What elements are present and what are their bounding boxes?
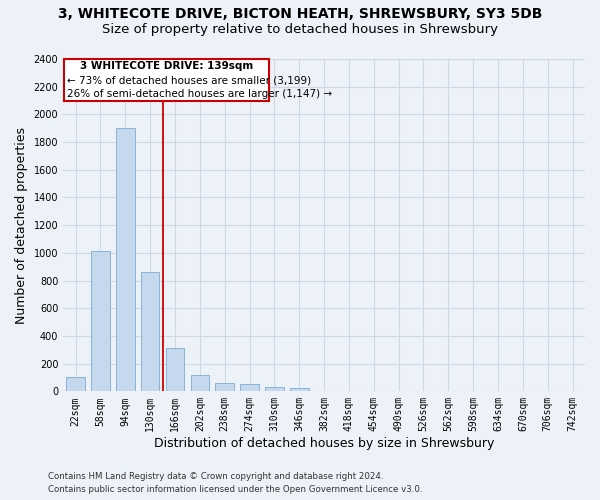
Y-axis label: Number of detached properties: Number of detached properties	[15, 126, 28, 324]
Bar	[265, 388, 284, 392]
Bar	[240, 384, 259, 392]
Bar	[191, 374, 209, 392]
Bar	[64, 59, 269, 101]
Text: Contains public sector information licensed under the Open Government Licence v3: Contains public sector information licen…	[48, 485, 422, 494]
X-axis label: Distribution of detached houses by size in Shrewsbury: Distribution of detached houses by size …	[154, 437, 494, 450]
Text: Contains HM Land Registry data © Crown copyright and database right 2024.: Contains HM Land Registry data © Crown c…	[48, 472, 383, 481]
Text: 3, WHITECOTE DRIVE, BICTON HEATH, SHREWSBURY, SY3 5DB: 3, WHITECOTE DRIVE, BICTON HEATH, SHREWS…	[58, 8, 542, 22]
Bar	[91, 252, 110, 392]
Text: ← 73% of detached houses are smaller (3,199): ← 73% of detached houses are smaller (3,…	[67, 76, 311, 86]
Bar	[290, 388, 308, 392]
Bar	[141, 272, 160, 392]
Text: 3 WHITECOTE DRIVE: 139sqm: 3 WHITECOTE DRIVE: 139sqm	[80, 62, 254, 72]
Bar	[166, 348, 184, 392]
Bar	[66, 378, 85, 392]
Bar	[215, 384, 234, 392]
Text: Size of property relative to detached houses in Shrewsbury: Size of property relative to detached ho…	[102, 22, 498, 36]
Text: 26% of semi-detached houses are larger (1,147) →: 26% of semi-detached houses are larger (…	[67, 90, 332, 100]
Bar	[116, 128, 134, 392]
